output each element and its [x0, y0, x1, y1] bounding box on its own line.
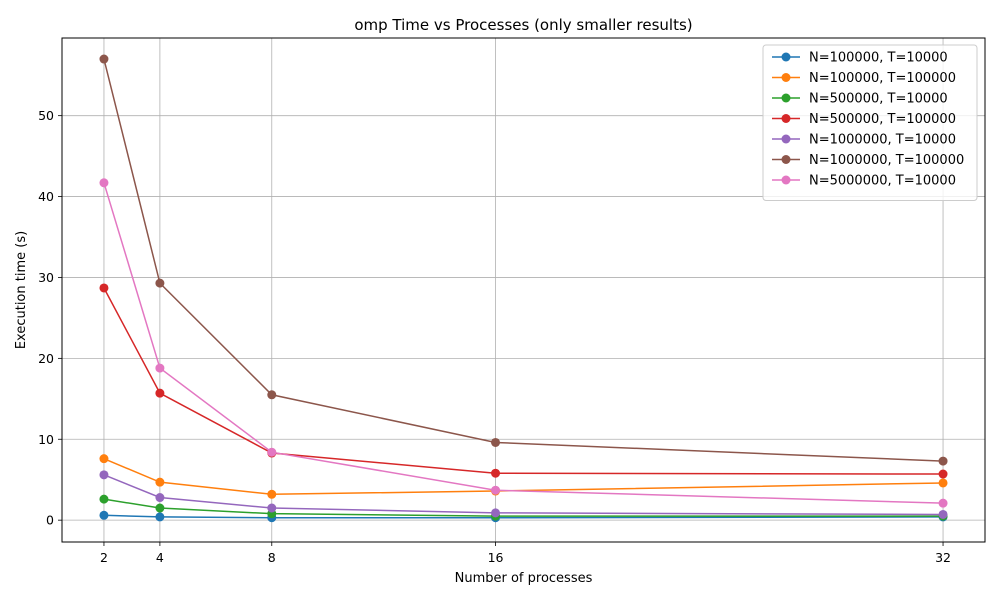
- legend-label: N=100000, T=100000: [809, 71, 956, 86]
- y-tick-label: 0: [46, 513, 54, 528]
- plot-frame: [61, 37, 986, 543]
- x-tick-label: 16: [488, 550, 504, 565]
- y-axis: 0 10 20 30 40 50: [38, 108, 62, 528]
- legend-item: N=500000, T=100000: [772, 112, 956, 127]
- x-tick-label: 8: [268, 550, 276, 565]
- data-point: [938, 469, 948, 479]
- chart-title: omp Time vs Processes (only smaller resu…: [354, 16, 692, 34]
- data-point: [938, 498, 948, 508]
- data-point: [155, 363, 165, 373]
- legend-marker: [781, 134, 791, 144]
- legend-label: N=100000, T=10000: [809, 51, 948, 66]
- data-point: [155, 388, 165, 398]
- x-tick-label: 32: [935, 550, 951, 565]
- x-tick-label: 2: [100, 550, 108, 565]
- y-tick-label: 30: [38, 270, 54, 285]
- legend-marker: [781, 114, 791, 123]
- legend-marker: [781, 155, 791, 164]
- legend-item: N=1000000, T=10000: [772, 133, 956, 148]
- data-point: [99, 454, 109, 464]
- x-axis-label: Number of processes: [455, 571, 593, 586]
- legend-item: N=100000, T=10000: [772, 51, 948, 66]
- data-point: [99, 510, 109, 520]
- data-point: [938, 456, 948, 466]
- data-point: [155, 278, 165, 288]
- y-axis-label: Execution time (s): [14, 231, 29, 349]
- data-point: [938, 509, 948, 519]
- series-5: [99, 470, 948, 519]
- series-6: [99, 54, 948, 466]
- data-point: [267, 447, 277, 457]
- series-group: [99, 54, 948, 523]
- legend-item: N=100000, T=100000: [772, 71, 956, 86]
- y-tick-label: 50: [38, 108, 54, 123]
- legend-marker: [781, 73, 791, 82]
- data-point: [155, 477, 165, 487]
- data-point: [99, 494, 109, 504]
- data-point: [267, 390, 277, 400]
- legend-label: N=1000000, T=10000: [809, 133, 956, 148]
- data-point: [155, 493, 165, 503]
- data-point: [938, 478, 948, 488]
- y-tick-label: 10: [38, 432, 54, 447]
- data-point: [99, 470, 109, 480]
- legend-marker: [781, 93, 791, 103]
- legend-marker: [781, 52, 791, 62]
- data-point: [99, 283, 109, 293]
- legend-label: N=500000, T=100000: [809, 112, 956, 127]
- data-point: [491, 468, 501, 478]
- data-point: [491, 508, 501, 518]
- legend-item: N=1000000, T=100000: [772, 153, 964, 168]
- data-point: [267, 489, 277, 499]
- legend-item: N=500000, T=10000: [772, 92, 948, 107]
- legend-item: N=5000000, T=10000: [772, 174, 956, 189]
- legend-label: N=500000, T=10000: [809, 92, 948, 107]
- legend-label: N=1000000, T=100000: [809, 153, 964, 168]
- data-point: [267, 503, 277, 513]
- x-axis: 2 4 8 16 32: [100, 542, 951, 565]
- legend: N=100000, T=10000 N=100000, T=100000 N=500…: [762, 44, 978, 201]
- data-point: [155, 503, 165, 513]
- legend-marker: [781, 175, 791, 185]
- data-point: [491, 437, 501, 447]
- legend-label: N=5000000, T=10000: [809, 174, 956, 189]
- series-7: [99, 178, 948, 508]
- data-point: [491, 485, 501, 495]
- x-tick-label: 4: [156, 550, 164, 565]
- legend-box: [762, 44, 978, 201]
- y-tick-label: 40: [38, 189, 54, 204]
- data-point: [155, 512, 165, 522]
- y-tick-label: 20: [38, 351, 54, 366]
- data-point: [99, 54, 109, 64]
- data-point: [99, 178, 109, 188]
